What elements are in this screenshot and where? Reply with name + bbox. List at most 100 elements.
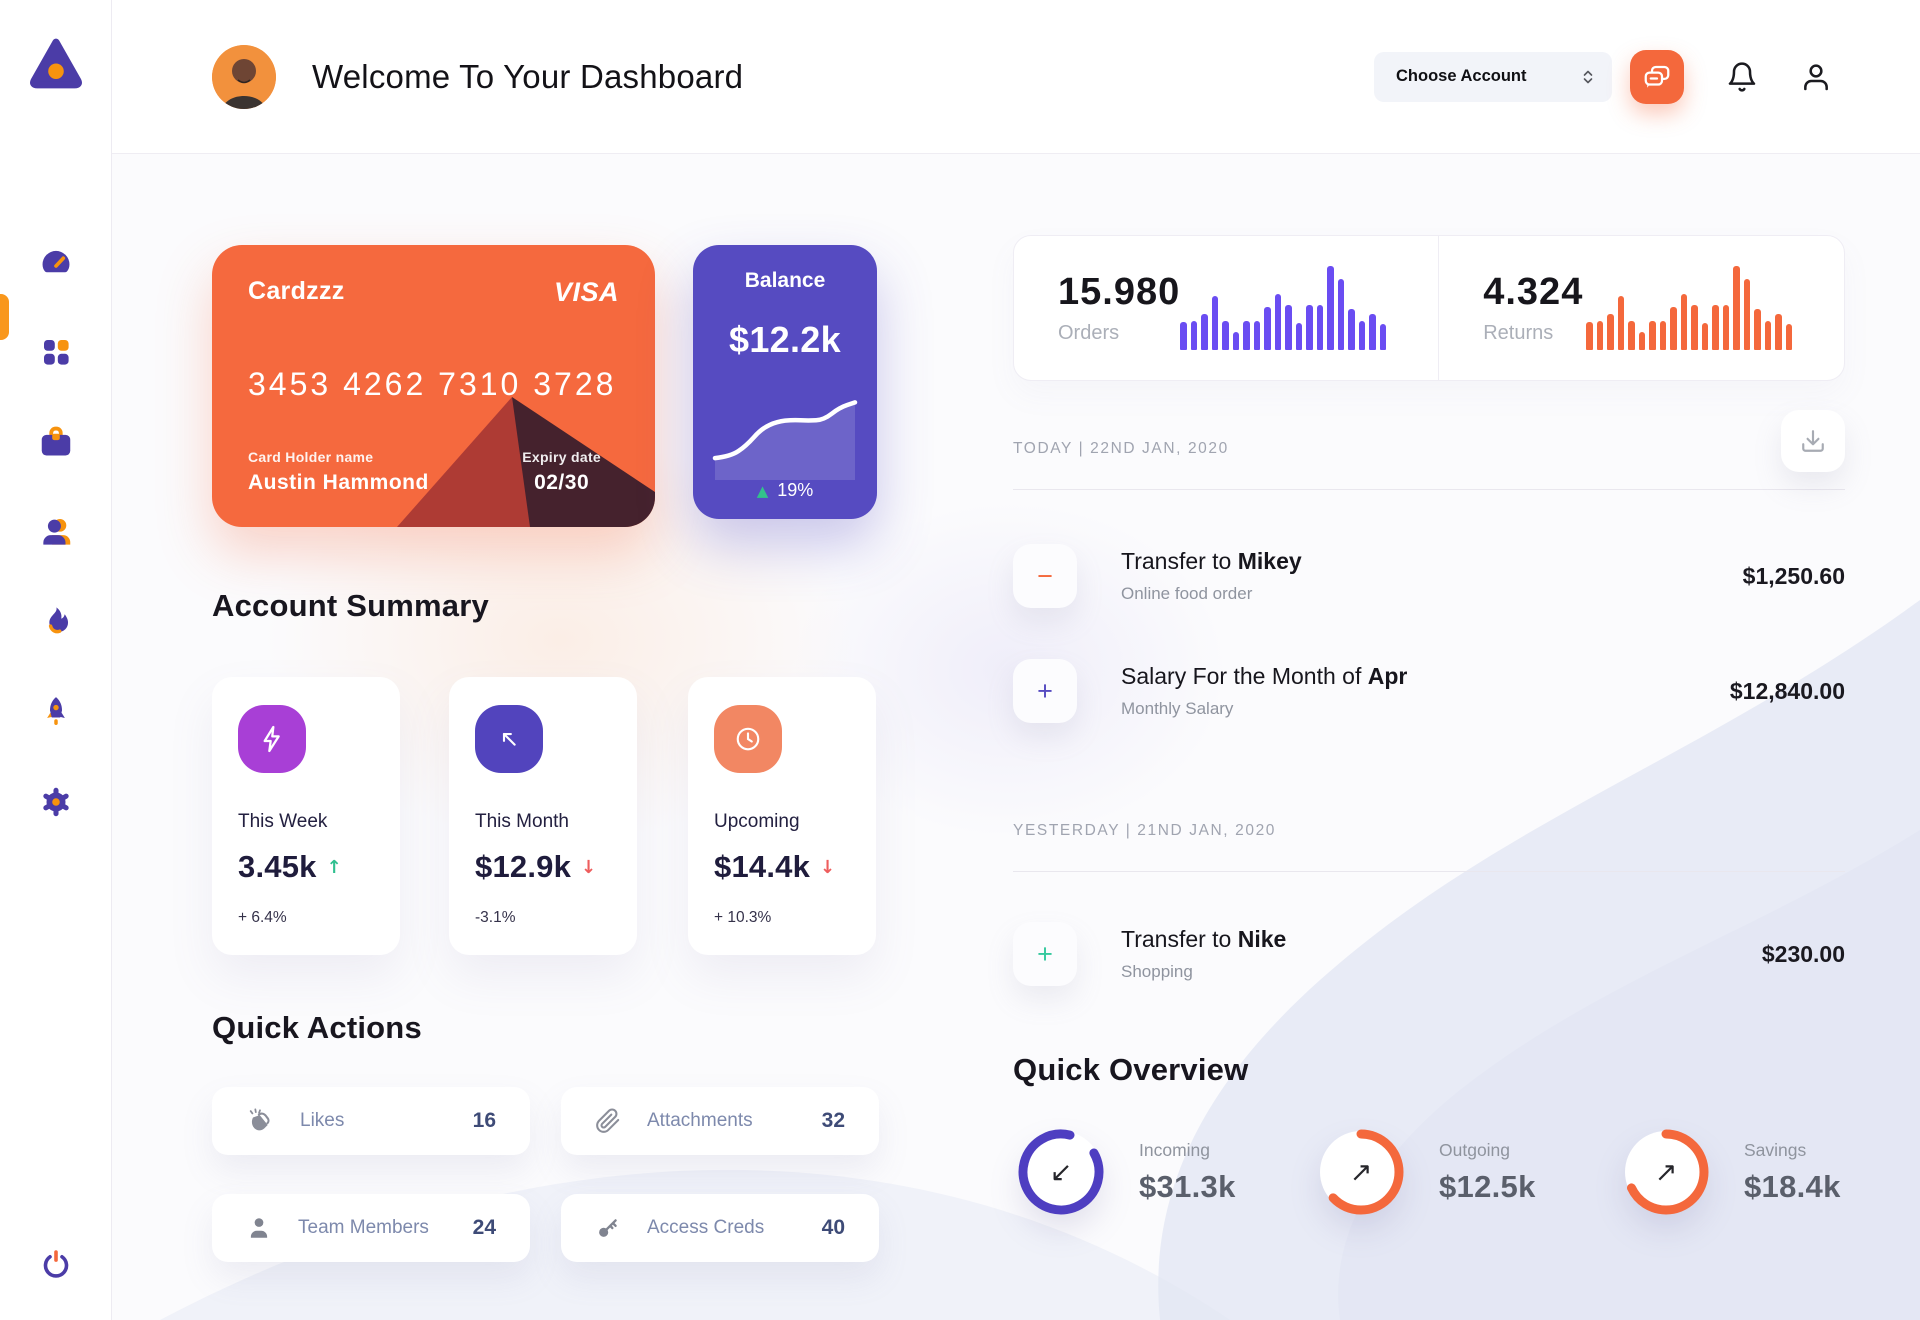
summary-card-this-month: This Month $12.9k ↓ -3.1% [449, 677, 637, 955]
overview-value: $12.5k [1439, 1168, 1536, 1204]
arrow-up-right-icon: ↗ [1349, 1156, 1373, 1188]
quick-action-value: 16 [472, 1109, 496, 1132]
trend-down-icon: ↓ [581, 856, 597, 878]
profile-button[interactable] [1800, 61, 1832, 93]
returns-value: 4.324 [1483, 271, 1584, 313]
overview-savings: ↗ Savings $18.4k [1618, 1124, 1841, 1220]
card-holder-name: Austin Hammond [248, 471, 429, 494]
clap-icon [249, 1108, 270, 1131]
quick-action-value: 40 [821, 1216, 845, 1239]
summary-change: + 10.3% [714, 909, 772, 926]
quick-action-access-creds[interactable]: Access Creds 40 [561, 1194, 879, 1262]
sidebar-item-apps[interactable] [36, 332, 76, 372]
sidebar-item-settings[interactable] [36, 782, 76, 822]
sidebar-item-users[interactable] [36, 512, 76, 552]
returns-mini-bar-chart [1586, 266, 1804, 350]
overview-label: Savings [1744, 1139, 1807, 1160]
plus-icon: + [1037, 675, 1053, 706]
card-name: Cardzzz [248, 277, 345, 305]
quick-action-label: Team Members [298, 1217, 429, 1238]
transaction-title: Salary For the Month of Apr [1121, 663, 1408, 689]
balance-change: 19% [777, 480, 814, 500]
chevron-up-down-icon [1583, 70, 1593, 83]
power-icon [43, 1250, 68, 1278]
quick-action-label: Likes [300, 1110, 345, 1131]
returns-stat: 4.324 Returns [1438, 236, 1844, 380]
quick-action-label: Access Creds [647, 1217, 765, 1238]
sidebar-item-logout[interactable] [36, 1244, 76, 1284]
transaction-subtitle: Online food order [1121, 584, 1253, 603]
gear-icon [42, 787, 69, 817]
summary-change: + 6.4% [238, 909, 287, 926]
briefcase-icon [41, 426, 70, 456]
transaction-subtitle: Monthly Salary [1121, 699, 1234, 718]
speedometer-icon [42, 250, 69, 273]
summary-value: $14.4k [714, 849, 811, 884]
quick-action-likes[interactable]: Likes 16 [212, 1087, 530, 1155]
orders-mini-bar-chart [1180, 266, 1398, 350]
transaction-row-nike[interactable]: + Transfer to Nike Shopping $230.00 [1013, 918, 1845, 990]
bell-icon [1728, 61, 1756, 92]
clock-icon [736, 727, 760, 751]
sidebar-item-dashboard[interactable] [36, 242, 76, 282]
messages-button[interactable] [1630, 49, 1684, 104]
sidebar-item-activity[interactable] [36, 602, 76, 642]
card-expiry: 02/30 [534, 471, 590, 494]
member-icon [250, 1218, 268, 1238]
transaction-row-salary[interactable]: + Salary For the Month of Apr Monthly Sa… [1013, 655, 1845, 727]
quick-overview-heading: Quick Overview [1013, 1052, 1249, 1087]
transaction-row-mikey[interactable]: − Transfer to Mikey Online food order $1… [1013, 540, 1845, 612]
arrow-down-left-icon: ↙ [1049, 1156, 1073, 1188]
grid-dots-icon [43, 340, 69, 365]
divider [1013, 871, 1845, 872]
quick-action-team-members[interactable]: Team Members 24 [212, 1194, 530, 1262]
minus-icon: − [1037, 560, 1053, 591]
returns-label: Returns [1483, 322, 1554, 344]
user-icon [42, 519, 70, 545]
transaction-amount: $12,840.00 [1729, 677, 1845, 704]
choose-account-label: Choose Account [1396, 67, 1527, 85]
topbar-actions: Choose Account [1374, 49, 1832, 104]
orders-value: 15.980 [1058, 271, 1181, 313]
overview-value: $18.4k [1744, 1168, 1841, 1204]
sidebar-item-portfolio[interactable] [36, 422, 76, 462]
transactions-date-today: TODAY | 22ND JAN, 2020 [1013, 440, 1229, 457]
choose-account-dropdown[interactable]: Choose Account [1374, 51, 1612, 102]
balance-value: $12.2k [729, 319, 841, 360]
page-title: Welcome To Your Dashboard [312, 57, 744, 95]
summary-label: This Month [475, 811, 569, 832]
overview-outgoing: ↗ Outgoing $12.5k [1313, 1124, 1536, 1220]
orders-label: Orders [1058, 322, 1120, 344]
app-logo[interactable] [27, 34, 85, 92]
sidebar-item-launch[interactable] [36, 692, 76, 732]
balance-up-arrow-icon: ▲ [756, 481, 769, 500]
trend-down-icon: ↓ [820, 856, 836, 878]
rocket-icon [46, 697, 65, 725]
overview-value: $31.3k [1139, 1168, 1236, 1204]
user-avatar[interactable] [212, 44, 276, 109]
quick-action-value: 24 [472, 1216, 496, 1239]
transaction-title: Transfer to Mikey [1121, 548, 1302, 574]
card-holder-label: Card Holder name [248, 449, 374, 465]
plus-icon: + [1037, 938, 1053, 969]
paperclip-icon [596, 1108, 620, 1133]
summary-value: 3.45k [238, 849, 317, 884]
download-icon [1802, 430, 1824, 452]
summary-change: -3.1% [475, 909, 516, 926]
summary-card-this-week: This Week 3.45k ↑ + 6.4% [212, 677, 400, 955]
card-number: 3453 4262 7310 3728 [248, 366, 617, 402]
credit-card: Cardzzz VISA 3453 4262 7310 3728 Card Ho… [212, 245, 655, 527]
visa-logo: VISA [553, 277, 619, 307]
download-statement-button[interactable] [1781, 410, 1845, 472]
active-nav-indicator [0, 294, 9, 340]
savings-ring-chart: ↗ [1618, 1124, 1714, 1220]
arrow-up-right-icon: ↗ [1654, 1156, 1678, 1188]
topbar: Welcome To Your Dashboard Choose Account [112, 0, 1920, 154]
balance-label: Balance [744, 269, 826, 292]
arrow-up-left-icon [502, 732, 516, 746]
notifications-button[interactable] [1726, 61, 1758, 93]
quick-action-attachments[interactable]: Attachments 32 [561, 1087, 879, 1155]
summary-value: $12.9k [475, 849, 572, 884]
transaction-title: Transfer to Nike [1121, 926, 1287, 952]
